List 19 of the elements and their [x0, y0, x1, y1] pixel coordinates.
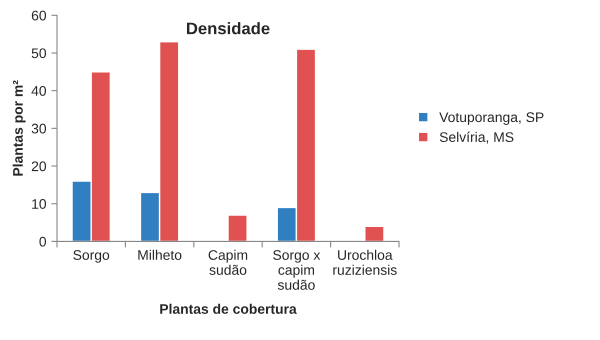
x-tick-label: Sorgo x capim sudão: [273, 250, 320, 290]
x-axis-title: Plantas de cobertura: [160, 304, 297, 314]
y-tick-label: 50: [32, 48, 46, 58]
y-axis-title: Plantas por m²: [12, 80, 26, 176]
x-tick-label: Sorgo: [73, 250, 110, 263]
y-tick-label: 20: [32, 161, 46, 172]
y-tick-label: 40: [31, 86, 46, 96]
chart-title: Densidade: [186, 22, 270, 34]
y-tick-label: 10: [32, 199, 46, 209]
legend-label: Selvíria, MS: [440, 132, 514, 144]
x-tick-label: Capim sudão: [208, 250, 248, 275]
y-tick-label: 30: [32, 124, 46, 134]
x-tick-label: Milheto: [138, 250, 182, 260]
legend-label: Votuporanga, SP: [439, 112, 544, 125]
bar: [364, 226, 385, 242]
x-tick-label: Urochloa ruziziensis: [333, 250, 397, 275]
y-tick-label: 0: [39, 236, 46, 247]
bar: [227, 214, 248, 242]
y-tick-label: 60: [32, 10, 46, 20]
